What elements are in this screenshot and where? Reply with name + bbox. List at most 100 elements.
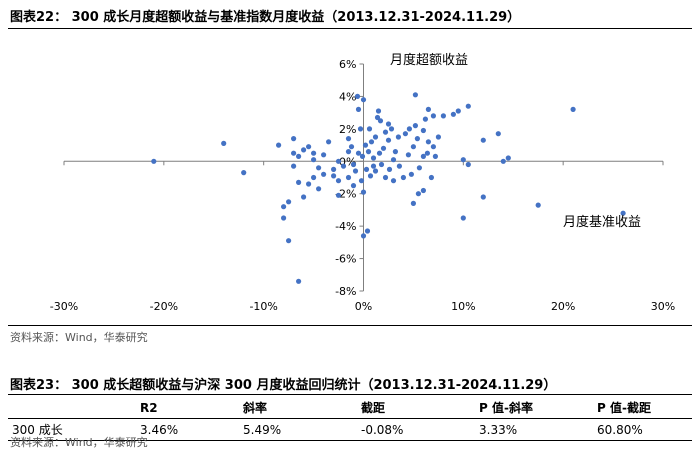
table-header-row: R2 斜率 截距 P 值-斜率 P 值-截距 bbox=[8, 397, 692, 419]
scatter-point bbox=[335, 192, 342, 198]
y-tick-label: -6% bbox=[335, 253, 356, 266]
title-rule-1 bbox=[8, 28, 692, 29]
title-rule-2 bbox=[8, 394, 692, 395]
scatter-point bbox=[335, 158, 342, 164]
scatter-point bbox=[460, 157, 466, 163]
scatter-point bbox=[412, 123, 418, 129]
source-rule-1 bbox=[8, 325, 692, 326]
figure-22-source: 资料来源：Wind，华泰研究 bbox=[10, 331, 148, 344]
x-tick-label: 30% bbox=[651, 300, 675, 313]
scatter-point bbox=[221, 140, 227, 146]
scatter-point bbox=[366, 126, 373, 132]
scatter-point bbox=[321, 152, 327, 158]
scatter-point bbox=[306, 144, 312, 150]
scatter-point bbox=[424, 150, 430, 156]
y-tick-label: -2% bbox=[335, 188, 356, 201]
scatter-point bbox=[296, 153, 302, 159]
scatter-point bbox=[410, 144, 416, 150]
scatter-point bbox=[296, 278, 302, 284]
scatter-point bbox=[385, 121, 392, 127]
scatter-point bbox=[380, 145, 387, 151]
scatter-point bbox=[335, 178, 342, 184]
scatter-point bbox=[375, 108, 382, 114]
scatter-point bbox=[420, 127, 426, 134]
scatter-point bbox=[363, 166, 370, 172]
scatter-point bbox=[345, 136, 352, 142]
scatter-point bbox=[410, 200, 416, 206]
scatter-point bbox=[368, 139, 375, 145]
scatter-point bbox=[455, 108, 461, 114]
scatter-point bbox=[465, 161, 471, 168]
scatter-point bbox=[430, 113, 436, 119]
scatter-point bbox=[370, 155, 377, 161]
x-tick-label: 10% bbox=[451, 300, 475, 313]
scatter-point bbox=[620, 210, 626, 216]
x-tick-label: -10% bbox=[249, 300, 277, 313]
scatter-point bbox=[480, 137, 486, 143]
scatter-point bbox=[355, 106, 362, 112]
scatter-point bbox=[495, 131, 501, 137]
scatter-point bbox=[311, 150, 317, 156]
table-header-cell: 斜率 bbox=[243, 401, 268, 415]
table-row: 300 成长 3.46% 5.49% -0.08% 3.33% 60.80% bbox=[8, 419, 692, 441]
scatter-point bbox=[355, 150, 362, 156]
scatter-point bbox=[311, 157, 317, 163]
scatter-point bbox=[372, 134, 379, 140]
scatter-point bbox=[400, 174, 406, 181]
scatter-point bbox=[432, 153, 438, 159]
table-cell: 60.80% bbox=[597, 422, 643, 437]
scatter-point bbox=[340, 163, 347, 169]
scatter-point bbox=[350, 161, 357, 168]
regression-table: R2 斜率 截距 P 值-斜率 P 值-截距 300 成长 3.46% 5.49… bbox=[8, 397, 692, 441]
table-cell: 300 成长 bbox=[12, 423, 63, 437]
chart-ticks: 6%4%2%0%-2%-4%-6%-8%-30% -20% -10% 0% 10% 20%… bbox=[50, 58, 675, 313]
scatter-point bbox=[386, 166, 393, 172]
scatter-point bbox=[291, 136, 297, 142]
scatter-point bbox=[151, 158, 157, 164]
table-header-cell bbox=[8, 397, 136, 419]
scatter-point bbox=[376, 150, 383, 156]
scatter-point bbox=[570, 106, 576, 112]
scatter-point bbox=[420, 187, 426, 194]
scatter-point bbox=[301, 147, 307, 153]
scatter-point bbox=[291, 150, 297, 156]
scatter-point bbox=[370, 163, 377, 169]
x-tick-label: -30% bbox=[50, 300, 78, 313]
x-tick-label: 20% bbox=[551, 300, 575, 313]
scatter-point bbox=[425, 106, 431, 112]
scatter-point bbox=[500, 158, 506, 164]
scatter-point bbox=[372, 168, 379, 174]
scatter-point bbox=[331, 166, 337, 172]
scatter-point bbox=[352, 168, 359, 174]
scatter-point bbox=[465, 103, 471, 109]
scatter-point bbox=[450, 111, 456, 117]
scatter-point bbox=[359, 153, 366, 159]
y-tick-label: 2% bbox=[339, 123, 356, 136]
scatter-point bbox=[420, 153, 426, 159]
scatter-point bbox=[415, 191, 421, 197]
x-axis-label: 月度基准收益 bbox=[563, 214, 641, 230]
scatter-point bbox=[326, 139, 332, 145]
scatter-point bbox=[316, 165, 322, 171]
y-tick-label: -4% bbox=[335, 220, 356, 233]
scatter-point bbox=[360, 97, 367, 103]
table-cell: -0.08% bbox=[361, 422, 404, 437]
scatter-point bbox=[276, 142, 282, 148]
scatter-point bbox=[301, 194, 307, 200]
scatter-point bbox=[367, 173, 374, 179]
scatter-chart: 6%4%2%0%-2%-4%-6%-8%-30% -20% -10% 0% 10% 20%… bbox=[50, 52, 675, 313]
table-cell: 3.46% bbox=[140, 422, 179, 437]
scatter-point bbox=[535, 202, 541, 208]
scatter-point bbox=[414, 136, 420, 142]
chart-points bbox=[151, 92, 626, 284]
scatter-point bbox=[390, 178, 397, 184]
y-axis-label: 月度超额收益 bbox=[390, 52, 468, 68]
scatter-point bbox=[406, 126, 412, 132]
y-tick-label: 6% bbox=[339, 58, 356, 71]
table-header-cell: P 值-截距 bbox=[597, 401, 651, 415]
scatter-point bbox=[430, 144, 436, 150]
scatter-point bbox=[388, 126, 395, 132]
table-header-cell: P 值-斜率 bbox=[479, 401, 533, 415]
scatter-point bbox=[425, 139, 431, 145]
scatter-point bbox=[374, 114, 381, 121]
